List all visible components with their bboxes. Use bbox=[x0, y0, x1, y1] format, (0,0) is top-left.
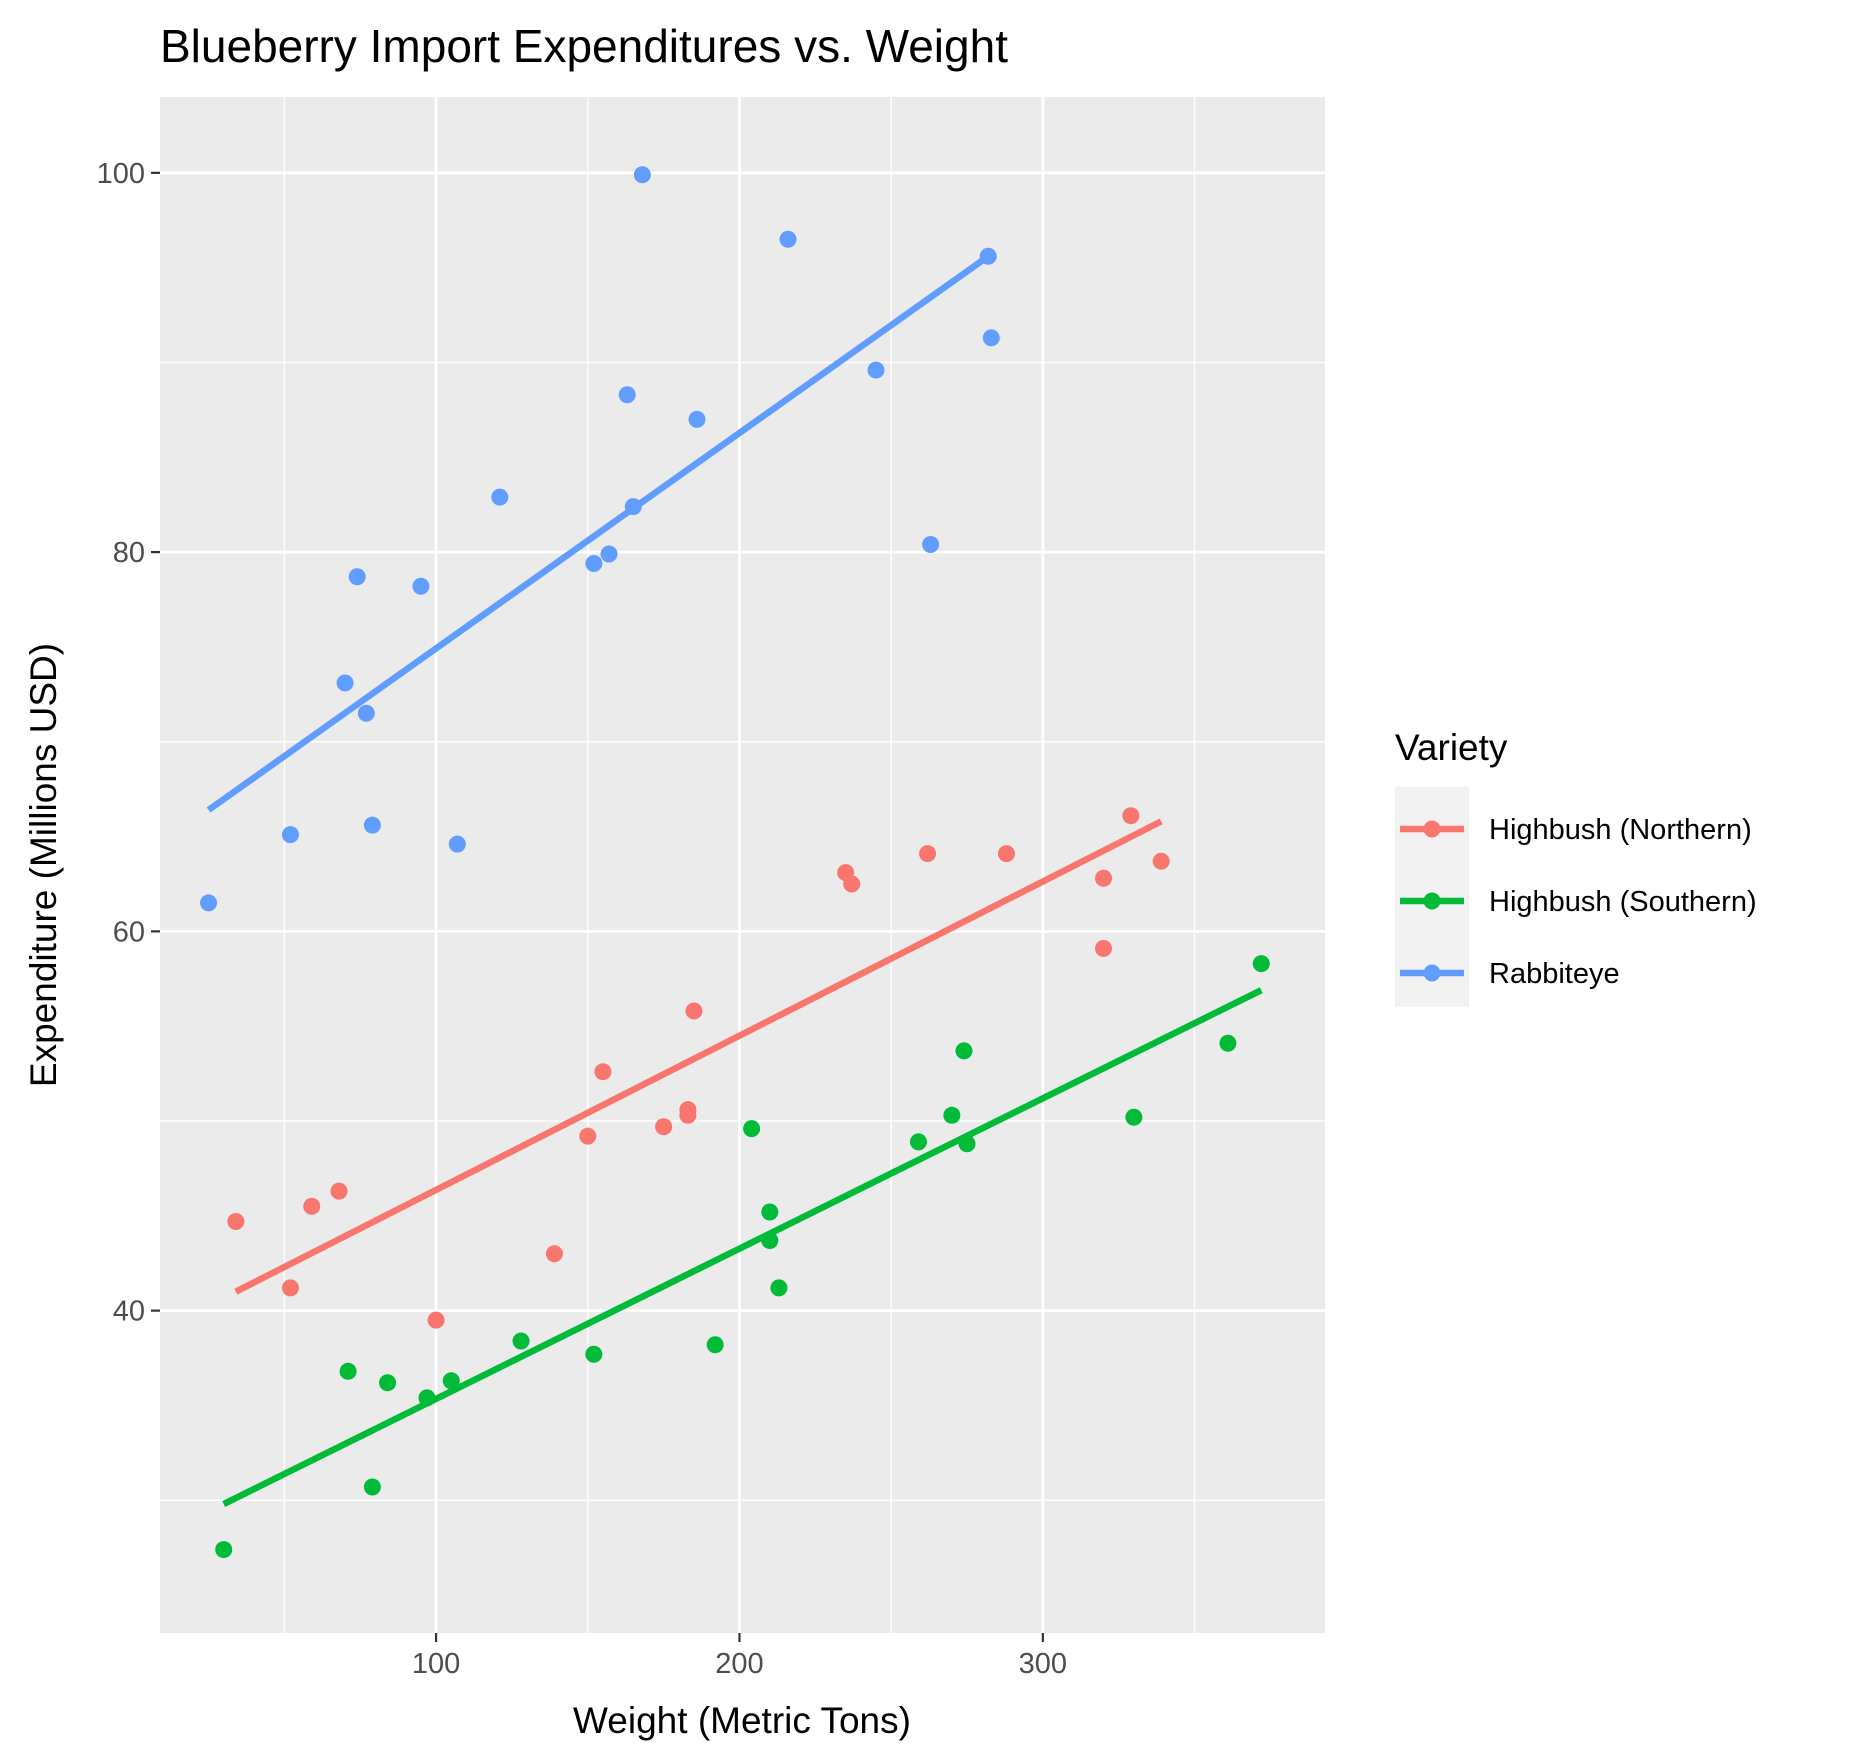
data-point bbox=[594, 1063, 612, 1081]
data-point bbox=[448, 835, 466, 853]
data-point bbox=[303, 1197, 321, 1215]
data-point bbox=[412, 577, 430, 595]
data-point bbox=[1152, 852, 1170, 870]
data-point bbox=[919, 845, 937, 863]
data-point bbox=[512, 1332, 530, 1350]
data-point bbox=[743, 1120, 761, 1138]
data-point bbox=[330, 1182, 348, 1200]
data-point bbox=[867, 361, 885, 379]
grid-major bbox=[160, 97, 1325, 1633]
legend-item: Highbush (Southern) bbox=[1400, 886, 1757, 918]
data-point bbox=[1095, 939, 1113, 957]
data-point bbox=[585, 1345, 603, 1363]
data-point bbox=[579, 1127, 597, 1145]
chart-title: Blueberry Import Expenditures vs. Weight bbox=[160, 20, 1008, 72]
data-point bbox=[909, 1133, 927, 1151]
data-point bbox=[348, 568, 366, 586]
data-point bbox=[1122, 807, 1140, 825]
data-point bbox=[685, 1002, 703, 1020]
data-point bbox=[688, 410, 706, 428]
plot-panel bbox=[160, 97, 1325, 1633]
data-point bbox=[281, 826, 299, 844]
legend: Variety Highbush (Northern) Highbush (Sou… bbox=[1395, 727, 1757, 1007]
data-point bbox=[843, 875, 861, 893]
y-tick-label: 60 bbox=[113, 916, 145, 948]
data-point bbox=[200, 894, 218, 912]
data-point bbox=[281, 1279, 299, 1297]
legend-items: Highbush (Northern) Highbush (Southern) Ra… bbox=[1400, 814, 1757, 990]
data-point bbox=[442, 1372, 460, 1390]
y-tick-label: 40 bbox=[113, 1296, 145, 1328]
data-point bbox=[997, 845, 1015, 863]
legend-item: Highbush (Northern) bbox=[1400, 814, 1752, 846]
x-axis-title: Weight (Metric Tons) bbox=[573, 1700, 911, 1741]
data-point bbox=[633, 166, 651, 184]
data-point bbox=[585, 554, 603, 572]
data-point bbox=[379, 1374, 397, 1392]
data-point bbox=[363, 816, 381, 834]
data-point bbox=[761, 1231, 779, 1249]
legend-label: Rabbiteye bbox=[1489, 958, 1620, 990]
data-point bbox=[922, 536, 940, 554]
data-point bbox=[215, 1541, 233, 1559]
legend-key-point bbox=[1423, 820, 1441, 838]
data-point bbox=[600, 545, 618, 563]
legend-key-point bbox=[1423, 964, 1441, 982]
data-point bbox=[363, 1478, 381, 1496]
data-point bbox=[427, 1311, 445, 1329]
data-point bbox=[706, 1336, 724, 1354]
legend-item: Rabbiteye bbox=[1400, 958, 1620, 990]
legend-label: Highbush (Southern) bbox=[1489, 886, 1757, 918]
y-tick-label: 80 bbox=[113, 537, 145, 569]
y-axis-title: Expenditure (Millions USD) bbox=[23, 643, 64, 1087]
data-point bbox=[779, 230, 797, 248]
legend-label: Highbush (Northern) bbox=[1489, 814, 1752, 846]
data-point bbox=[982, 329, 1000, 347]
fit-line bbox=[222, 987, 1263, 1507]
fit-line bbox=[234, 818, 1163, 1295]
data-point bbox=[418, 1389, 436, 1407]
data-point bbox=[958, 1135, 976, 1153]
data-point bbox=[545, 1245, 563, 1263]
legend-title: Variety bbox=[1395, 727, 1508, 768]
data-point bbox=[618, 386, 636, 404]
data-point bbox=[1125, 1108, 1143, 1126]
data-point bbox=[336, 674, 354, 692]
data-point bbox=[227, 1213, 245, 1231]
x-axis: 100 200 300 bbox=[412, 1633, 1067, 1680]
data-points bbox=[200, 166, 1270, 1559]
data-point bbox=[761, 1203, 779, 1221]
x-tick-label: 100 bbox=[412, 1648, 460, 1680]
x-tick-label: 300 bbox=[1019, 1648, 1067, 1680]
grid-minor bbox=[160, 97, 1325, 1633]
data-point bbox=[770, 1279, 788, 1297]
x-tick-label: 200 bbox=[715, 1648, 763, 1680]
data-point bbox=[679, 1106, 697, 1124]
data-point bbox=[491, 488, 509, 506]
data-point bbox=[955, 1042, 973, 1060]
data-point bbox=[357, 704, 375, 722]
data-point bbox=[1252, 955, 1270, 973]
data-point bbox=[979, 247, 997, 265]
y-axis: 40 60 80 100 bbox=[97, 158, 160, 1328]
data-point bbox=[655, 1118, 673, 1136]
data-point bbox=[943, 1106, 961, 1124]
data-point bbox=[339, 1362, 357, 1380]
fit-lines bbox=[206, 253, 1263, 1507]
legend-key-point bbox=[1423, 892, 1441, 910]
data-point bbox=[1095, 869, 1113, 887]
y-tick-label: 100 bbox=[97, 158, 145, 190]
data-point bbox=[624, 498, 642, 516]
data-point bbox=[1219, 1034, 1237, 1052]
fit-line bbox=[206, 253, 991, 813]
